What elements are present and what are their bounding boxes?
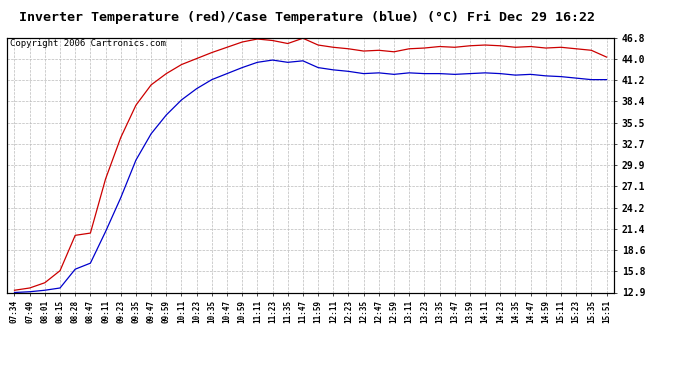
Text: Copyright 2006 Cartronics.com: Copyright 2006 Cartronics.com	[10, 39, 166, 48]
Text: Inverter Temperature (red)/Case Temperature (blue) (°C) Fri Dec 29 16:22: Inverter Temperature (red)/Case Temperat…	[19, 11, 595, 24]
